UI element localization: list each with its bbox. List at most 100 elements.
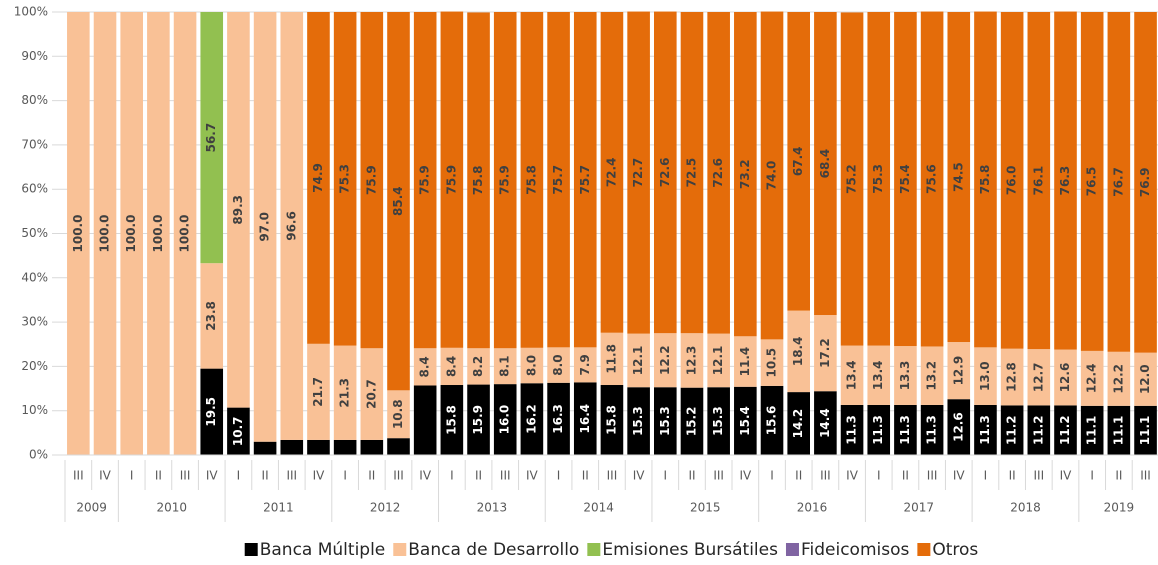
data-label: 11.4 <box>738 347 752 377</box>
x-tick-label: II <box>582 469 589 483</box>
x-tick-label: I <box>664 469 668 483</box>
bar-segment <box>814 315 837 392</box>
x-tick-label: II <box>155 469 162 483</box>
bar-segment <box>600 385 624 455</box>
bar-segment <box>573 347 597 383</box>
bar-segment <box>547 12 570 348</box>
x-tick-label: IV <box>633 469 646 483</box>
data-label: 56.7 <box>204 123 218 153</box>
bar-segment <box>1107 405 1131 455</box>
data-label: 12.7 <box>1031 362 1045 392</box>
bar-segment <box>360 439 384 455</box>
bar-segment <box>67 12 90 455</box>
data-label: 100.0 <box>178 215 192 253</box>
x-tick-label: III <box>286 469 297 483</box>
bar-segment <box>1134 352 1157 406</box>
x-tick-label: II <box>262 469 269 483</box>
bar-segment <box>654 333 677 388</box>
bar-segment <box>520 383 544 455</box>
data-label: 13.4 <box>871 360 885 390</box>
bar-segment <box>707 333 730 388</box>
data-label: 75.3 <box>871 164 885 194</box>
data-label: 15.3 <box>711 406 725 436</box>
bar-segment <box>1054 349 1077 406</box>
data-label: 16.4 <box>578 404 592 434</box>
data-label: 8.0 <box>551 354 565 375</box>
bar-segment <box>333 12 357 346</box>
bar-segment <box>974 347 997 405</box>
data-label: 96.6 <box>284 211 298 241</box>
bar-segment <box>440 347 464 386</box>
bar-segment <box>333 439 357 455</box>
x-tick-label: III <box>393 469 404 483</box>
data-label: 74.0 <box>765 161 779 191</box>
x-tick-label: II <box>475 469 482 483</box>
data-label: 15.3 <box>631 406 645 436</box>
legend: Banca Múltiple Banca de Desarrollo Emision… <box>244 540 978 560</box>
data-label: 8.2 <box>471 356 485 377</box>
data-label: 16.0 <box>498 405 512 435</box>
bar-segment <box>200 263 224 369</box>
data-label: 13.4 <box>845 360 859 390</box>
data-label: 75.2 <box>845 164 859 194</box>
bar-segment <box>200 368 224 455</box>
data-label: 11.3 <box>845 415 859 445</box>
bar-segment <box>787 392 810 455</box>
legend-swatch <box>393 543 407 556</box>
data-label: 18.4 <box>791 337 805 367</box>
bar-segment <box>307 343 330 440</box>
x-group-label: 2015 <box>690 501 721 515</box>
data-label: 76.5 <box>1085 167 1099 197</box>
bar-segment <box>467 348 490 385</box>
data-label: 12.6 <box>1058 363 1072 393</box>
bar-segment <box>734 12 757 337</box>
bar-segment <box>600 332 624 386</box>
data-label: 10.7 <box>231 416 245 446</box>
data-label: 75.7 <box>551 165 565 195</box>
data-label: 72.6 <box>711 158 725 188</box>
x-tick-label: I <box>1090 469 1094 483</box>
legend-swatch <box>587 543 601 556</box>
data-label: 75.9 <box>418 165 432 195</box>
data-label: 20.7 <box>364 379 378 409</box>
bar-segment <box>573 382 597 455</box>
data-label: 100.0 <box>98 215 112 253</box>
bar-segment <box>227 407 250 455</box>
bar-segment <box>814 391 837 455</box>
data-label: 75.7 <box>578 165 592 195</box>
bar-segment <box>440 11 464 348</box>
data-label: 21.3 <box>338 378 352 408</box>
bar-segment <box>1027 12 1051 350</box>
y-tick-label: 30% <box>21 315 48 329</box>
y-tick-label: 20% <box>21 359 48 373</box>
bar-segment <box>840 404 864 455</box>
bar-segment <box>1080 350 1104 406</box>
data-label: 8.0 <box>524 355 538 376</box>
data-label: 11.1 <box>1111 416 1125 446</box>
bar-segment <box>1027 405 1051 455</box>
data-label: 11.3 <box>871 415 885 445</box>
bar-segment <box>840 345 864 405</box>
bar-segment <box>120 12 143 455</box>
y-tick-label: 60% <box>21 182 48 196</box>
bar-segment <box>413 348 437 386</box>
data-label: 97.0 <box>258 212 272 242</box>
data-label: 14.4 <box>818 408 832 438</box>
x-tick-label: IV <box>419 469 432 483</box>
data-label: 21.7 <box>311 377 325 407</box>
data-label: 12.3 <box>684 346 698 376</box>
bar-segment <box>760 385 784 455</box>
x-group-label: 2013 <box>477 501 508 515</box>
data-label: 14.2 <box>791 409 805 439</box>
bar-segment <box>307 12 330 344</box>
data-label: 11.1 <box>1085 416 1099 446</box>
bar-segment <box>1000 348 1024 406</box>
x-tick-label: III <box>927 469 938 483</box>
bar-segment <box>1107 12 1131 352</box>
bar-segment <box>387 12 410 391</box>
data-label: 15.8 <box>444 405 458 435</box>
bar-segment <box>440 385 464 455</box>
data-label: 15.4 <box>738 406 752 436</box>
x-group-label: 2011 <box>263 501 294 515</box>
